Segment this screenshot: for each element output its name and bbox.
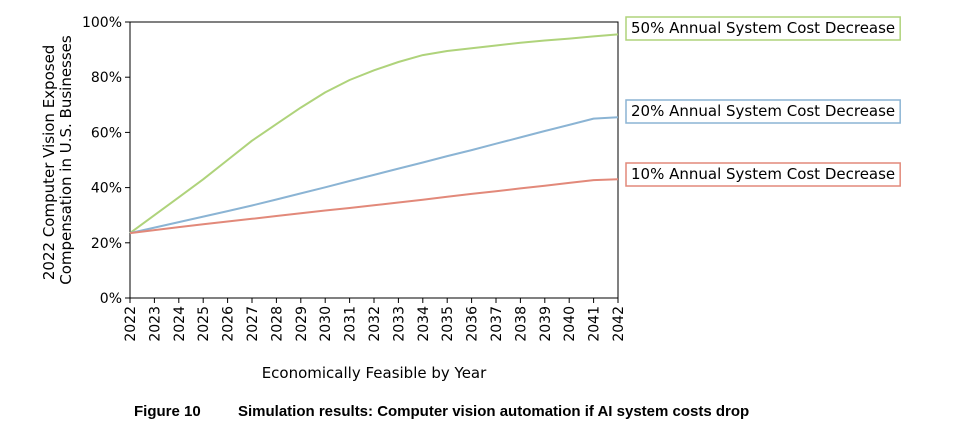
x-tick-label: 2042 <box>611 306 627 342</box>
x-tick-label: 2037 <box>489 306 505 342</box>
x-axis: 2022 2023 2024 2025 2026 2027 2028 2029 2030 2031… <box>123 298 627 342</box>
plot-frame <box>129 21 619 299</box>
series-line-1 <box>129 116 619 235</box>
legend-label-2: 10% Annual System Cost Decrease <box>631 165 895 183</box>
x-tick-label: 2039 <box>538 306 554 342</box>
x-tick-label: 2040 <box>562 306 578 342</box>
x-tick-label: 2031 <box>343 306 359 342</box>
x-tick-label: 2027 <box>245 306 261 342</box>
figure-caption: Figure 10 Simulation results: Computer vi… <box>134 403 749 420</box>
x-tick-label: 2029 <box>294 306 310 342</box>
legend-box-0 <box>625 16 901 41</box>
x-tick-label: 2028 <box>269 306 285 342</box>
figure-number: Figure 10 <box>134 403 201 420</box>
x-tick-label: 2035 <box>440 306 456 342</box>
legend: 50% Annual System Cost Decrease 20% Annua… <box>625 16 901 187</box>
x-tick-label: 2023 <box>147 306 163 342</box>
series-line-0 <box>129 33 619 234</box>
y-tick-label: 60% <box>91 125 122 141</box>
y-axis-title-line-1: 2022 Computer Vision Exposed <box>40 45 58 280</box>
figure-caption-text: Simulation results: Computer vision auto… <box>238 403 750 420</box>
series-line-2 <box>129 178 619 235</box>
y-axis-title: 2022 Computer Vision Exposed Compensatio… <box>40 35 75 285</box>
x-axis-title: Economically Feasible by Year <box>262 364 487 382</box>
x-tick-label: 2036 <box>465 306 481 342</box>
x-tick-label: 2033 <box>391 306 407 342</box>
y-tick-label: 0% <box>100 291 122 307</box>
legend-label-1: 20% Annual System Cost Decrease <box>631 102 895 120</box>
y-tick-label: 80% <box>91 70 122 86</box>
x-tick-label: 2022 <box>123 306 139 342</box>
y-axis-title-line-2: Compensation in U.S. Businesses <box>57 35 75 285</box>
x-tick-label: 2024 <box>172 306 188 342</box>
x-tick-label: 2026 <box>221 306 237 342</box>
plot-area <box>129 21 619 299</box>
x-tick-label: 2038 <box>513 306 529 342</box>
x-tick-label: 2032 <box>367 306 383 342</box>
x-tick-label: 2034 <box>416 306 432 342</box>
x-tick-label: 2025 <box>196 306 212 342</box>
x-tick-label: 2041 <box>587 306 603 342</box>
y-axis: 0% 20% 40% 60% 80% 100% <box>82 15 130 307</box>
series-layer <box>129 33 619 235</box>
y-tick-label: 40% <box>91 181 122 197</box>
x-tick-label: 2030 <box>318 306 334 342</box>
y-tick-label: 20% <box>91 236 122 252</box>
y-tick-label: 100% <box>82 15 122 31</box>
legend-box-2 <box>625 162 901 187</box>
legend-label-0: 50% Annual System Cost Decrease <box>631 19 895 37</box>
legend-box-1 <box>625 99 901 124</box>
